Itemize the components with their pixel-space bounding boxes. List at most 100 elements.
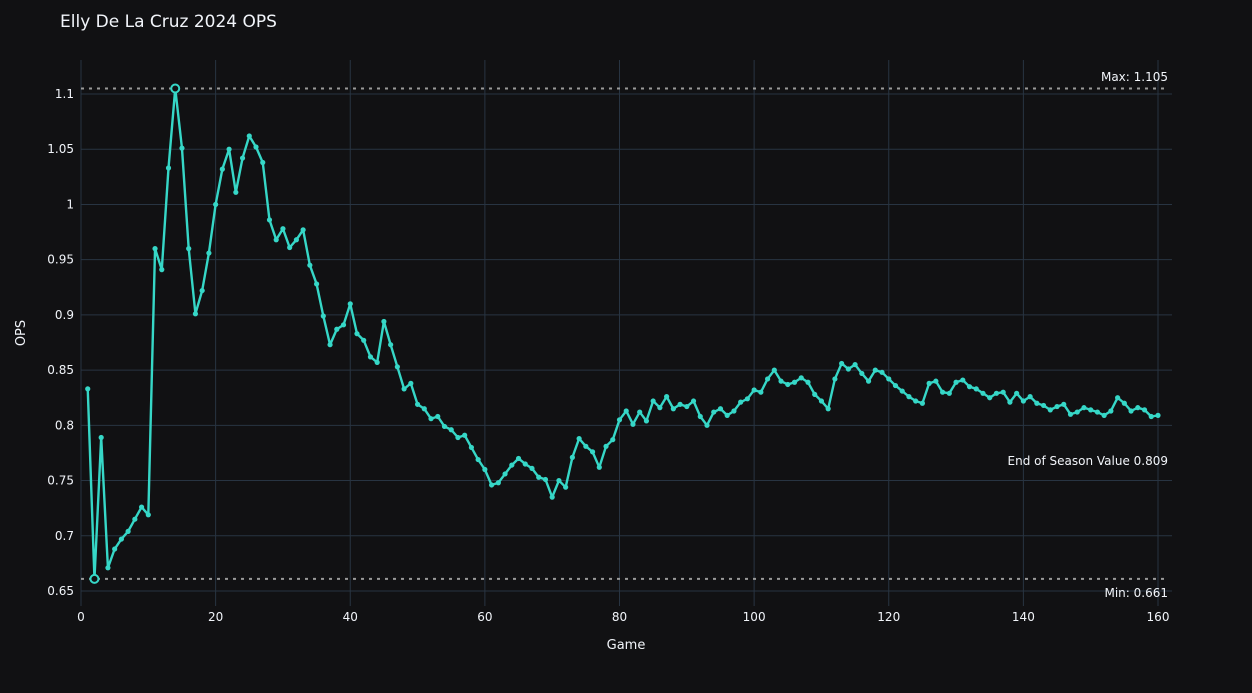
data-point[interactable] xyxy=(1054,403,1060,410)
data-point[interactable] xyxy=(320,313,326,319)
data-point[interactable] xyxy=(933,378,939,384)
data-point[interactable] xyxy=(1094,409,1101,415)
data-point[interactable] xyxy=(179,145,185,151)
data-point[interactable] xyxy=(441,423,448,430)
data-point[interactable] xyxy=(1135,405,1141,411)
data-point[interactable] xyxy=(482,466,488,473)
data-point[interactable] xyxy=(125,528,131,534)
data-point[interactable] xyxy=(1155,412,1161,418)
data-point[interactable] xyxy=(334,326,340,332)
data-point[interactable] xyxy=(327,342,333,348)
data-point[interactable] xyxy=(569,454,575,460)
data-point[interactable] xyxy=(1115,395,1121,401)
data-point[interactable] xyxy=(697,413,703,420)
data-point[interactable] xyxy=(791,379,798,385)
min-point-marker[interactable] xyxy=(89,573,100,584)
data-point[interactable] xyxy=(899,388,905,394)
data-point[interactable] xyxy=(313,281,320,287)
data-point[interactable] xyxy=(845,366,851,372)
data-point[interactable] xyxy=(980,390,986,396)
data-point[interactable] xyxy=(1000,389,1006,395)
data-point[interactable] xyxy=(805,379,811,385)
data-point[interactable] xyxy=(138,504,145,510)
data-point[interactable] xyxy=(616,417,623,423)
data-point[interactable] xyxy=(1074,409,1080,415)
data-point[interactable] xyxy=(940,389,946,395)
data-point[interactable] xyxy=(886,376,892,382)
data-point[interactable] xyxy=(1121,400,1127,406)
data-point[interactable] xyxy=(818,398,825,404)
data-point[interactable] xyxy=(1047,407,1053,413)
data-point[interactable] xyxy=(583,443,589,449)
data-point[interactable] xyxy=(1020,398,1026,404)
data-point[interactable] xyxy=(388,342,394,348)
data-point[interactable] xyxy=(468,444,475,451)
data-point[interactable] xyxy=(825,406,831,412)
data-point[interactable] xyxy=(266,217,273,223)
data-point[interactable] xyxy=(260,159,266,166)
data-point[interactable] xyxy=(859,370,865,377)
data-point[interactable] xyxy=(354,331,360,337)
data-point[interactable] xyxy=(589,449,596,455)
data-point[interactable] xyxy=(798,375,804,381)
data-point[interactable] xyxy=(118,536,124,542)
data-point[interactable] xyxy=(246,133,252,139)
data-point[interactable] xyxy=(717,406,724,412)
data-point[interactable] xyxy=(771,367,777,373)
data-point[interactable] xyxy=(112,546,118,552)
data-point[interactable] xyxy=(839,360,845,367)
data-point[interactable] xyxy=(966,384,973,390)
data-point[interactable] xyxy=(361,337,367,343)
data-point[interactable] xyxy=(85,386,91,392)
data-point[interactable] xyxy=(919,400,926,406)
data-point[interactable] xyxy=(340,322,347,328)
data-point[interactable] xyxy=(926,380,932,386)
data-point[interactable] xyxy=(865,378,872,384)
data-point[interactable] xyxy=(643,418,650,424)
data-point[interactable] xyxy=(711,409,717,415)
data-point[interactable] xyxy=(650,398,656,404)
data-point[interactable] xyxy=(542,476,549,483)
data-point[interactable] xyxy=(657,405,663,411)
ops-line-series[interactable] xyxy=(85,83,1161,584)
data-point[interactable] xyxy=(623,408,629,414)
data-point[interactable] xyxy=(987,395,993,401)
data-point[interactable] xyxy=(293,237,299,243)
data-point[interactable] xyxy=(603,443,609,449)
ops-line[interactable] xyxy=(86,87,1160,581)
data-point[interactable] xyxy=(421,406,427,412)
data-point[interactable] xyxy=(435,413,441,420)
data-point[interactable] xyxy=(751,387,757,393)
data-point[interactable] xyxy=(455,434,461,441)
data-point[interactable] xyxy=(690,398,697,404)
data-point[interactable] xyxy=(1088,407,1094,413)
data-point[interactable] xyxy=(563,484,569,490)
data-point[interactable] xyxy=(381,318,387,325)
data-point[interactable] xyxy=(159,267,165,273)
data-point[interactable] xyxy=(630,421,636,427)
data-point[interactable] xyxy=(475,456,481,463)
data-point[interactable] xyxy=(1101,412,1107,418)
data-point[interactable] xyxy=(192,311,199,317)
data-point[interactable] xyxy=(233,189,239,195)
data-point[interactable] xyxy=(253,144,259,150)
data-point[interactable] xyxy=(132,516,138,522)
data-point[interactable] xyxy=(778,378,784,384)
data-point[interactable] xyxy=(509,462,515,468)
data-point[interactable] xyxy=(98,434,104,441)
data-point[interactable] xyxy=(556,477,562,484)
data-point[interactable] xyxy=(374,359,380,365)
data-point[interactable] xyxy=(906,394,912,400)
data-point[interactable] xyxy=(502,471,508,477)
data-point[interactable] xyxy=(852,361,858,368)
data-point[interactable] xyxy=(1108,408,1114,414)
data-point[interactable] xyxy=(764,376,771,382)
data-point[interactable] xyxy=(812,391,818,398)
data-point[interactable] xyxy=(704,422,710,428)
data-point[interactable] xyxy=(448,427,454,433)
data-point[interactable] xyxy=(226,146,232,152)
data-point[interactable] xyxy=(152,246,158,252)
data-point[interactable] xyxy=(973,386,979,392)
data-point[interactable] xyxy=(1067,411,1074,417)
